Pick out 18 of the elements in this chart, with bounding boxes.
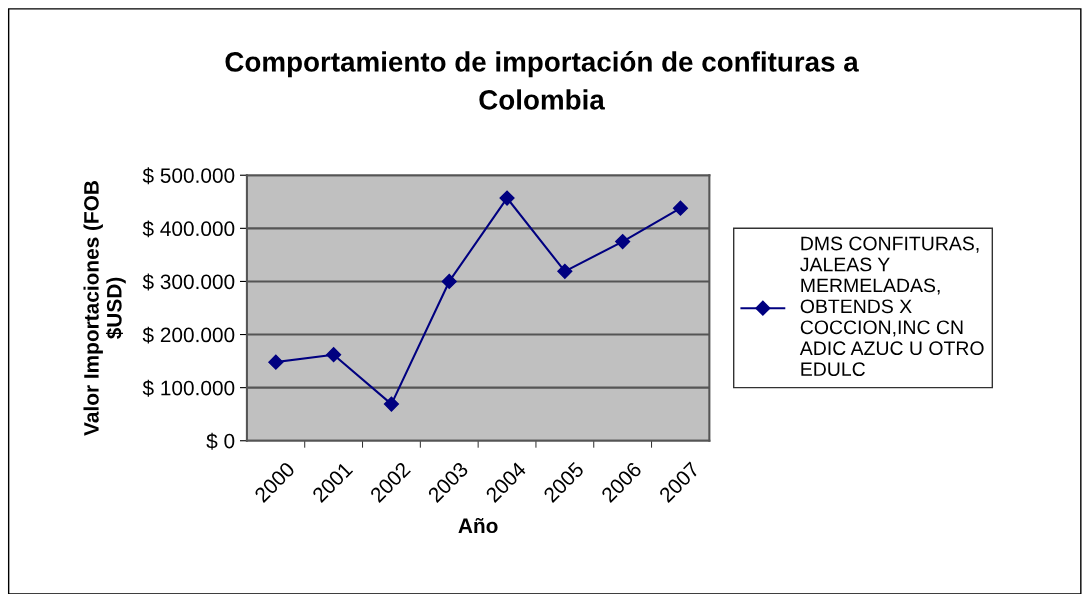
point: [383, 396, 400, 412]
y-tick-label: $ 200.000: [142, 326, 235, 344]
y-tick-label: $ 300.000: [142, 273, 235, 291]
point: [615, 234, 631, 250]
y-tick-label: $ 0: [206, 432, 235, 450]
y-axis-title: Valor Importaciones (FOB $USD): [83, 181, 126, 436]
y-tick-label: $ 100.000: [142, 379, 235, 397]
point: [268, 354, 284, 370]
x-axis-title: Año: [458, 517, 498, 534]
point: [672, 200, 689, 216]
y-tick-label: $ 500.000: [142, 167, 235, 185]
point: [557, 263, 573, 279]
point: [499, 190, 515, 206]
legend-label: DMS CONFITURAS, JALEAS Y MERMELADAS, OBTENDS X COCCION,INC CN ADIC AZUC U OTRO EDULC: [799, 236, 984, 377]
y-tick-label: $ 400.000: [142, 220, 235, 238]
point: [326, 347, 342, 363]
chart-title: Comportamiento de importación de confituras a Colombia: [225, 51, 859, 110]
point: [441, 273, 457, 290]
